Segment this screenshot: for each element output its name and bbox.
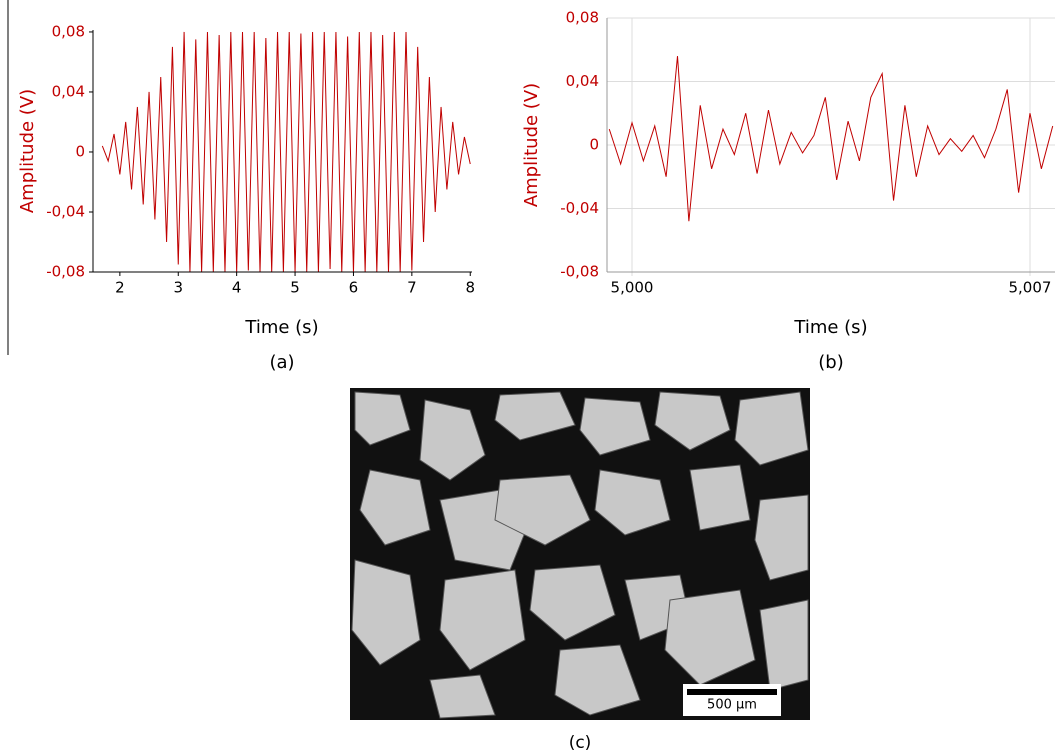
x-tick-label: 7 <box>407 279 417 297</box>
x-tick-label: 4 <box>232 279 242 297</box>
y-tick-label: 0,04 <box>566 72 599 90</box>
x-axis-label: Time (s) <box>793 317 867 338</box>
caption: (c) <box>569 733 592 753</box>
x-tick-label: 5,007 <box>1009 279 1052 297</box>
y-tick-label: -0,08 <box>46 263 85 281</box>
y-tick-label: 0,04 <box>52 82 85 100</box>
y-tick-label: 0,08 <box>566 9 599 27</box>
scale-bar-label: 500 µm <box>707 698 757 713</box>
x-axis-label: Time (s) <box>244 317 318 338</box>
signal-line <box>101 31 471 273</box>
y-axis-label: Amplitude (V) <box>521 83 542 207</box>
y-tick-label: -0,04 <box>560 199 599 217</box>
micrograph: 500 µm <box>350 388 810 720</box>
y-tick-label: 0 <box>75 142 85 160</box>
y-tick-label: 0 <box>589 136 599 154</box>
signal-line <box>608 56 1054 222</box>
y-axis-label: Amplitude (V) <box>17 89 38 213</box>
y-tick-label: -0,04 <box>46 202 85 220</box>
x-tick-label: 5 <box>290 279 300 297</box>
caption: (a) <box>269 352 294 373</box>
y-tick-label: 0,08 <box>52 22 85 40</box>
y-tick-label: -0,08 <box>560 263 599 281</box>
x-tick-label: 6 <box>349 279 359 297</box>
caption: (b) <box>818 352 843 373</box>
x-tick-label: 3 <box>173 279 183 297</box>
x-tick-label: 8 <box>465 279 475 297</box>
x-tick-label: 5,000 <box>611 279 654 297</box>
x-tick-label: 2 <box>115 279 125 297</box>
